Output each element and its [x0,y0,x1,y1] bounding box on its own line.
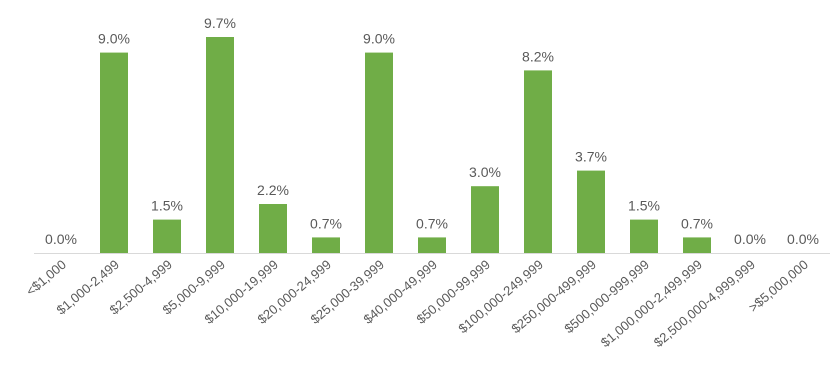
bar [312,237,340,253]
x-tick-label: $1,000,000-2,499,999 [598,257,705,350]
data-label: 0.0% [45,231,77,247]
bar [259,204,287,253]
data-label: 9.0% [98,31,130,47]
data-label: 1.5% [151,198,183,214]
data-label: 3.7% [575,149,607,165]
bar [577,170,605,253]
bar [153,219,181,253]
bar [365,52,393,253]
tick-labels-group: <$1,000$1,000-2,499$2,500-4,999$5,000-9,… [23,257,811,350]
data-label: 0.0% [787,231,819,247]
data-label: 2.2% [257,182,289,198]
data-label: 0.7% [681,215,713,231]
bar [100,52,128,253]
bar [206,37,234,253]
bar [524,70,552,253]
bar [471,186,499,253]
data-label: 0.7% [416,215,448,231]
data-label: 8.2% [522,48,554,64]
x-tick-label: <$1,000 [23,257,69,299]
bar [418,237,446,253]
value-labels-group: 0.0% 9.0% 1.5% 9.7% 2.2% 0.7% 9.0% 0.7% 3.0% 8.2%… [45,15,819,247]
data-label: 9.7% [204,15,236,31]
data-label: 1.5% [628,198,660,214]
data-label: 0.0% [734,231,766,247]
data-label: 9.0% [363,31,395,47]
bar [630,219,658,253]
bar [683,237,711,253]
data-label: 3.0% [469,164,501,180]
x-tick-label: $2,500,000-4,999,999 [651,257,758,350]
data-label: 0.7% [310,215,342,231]
bars-group [100,37,711,253]
